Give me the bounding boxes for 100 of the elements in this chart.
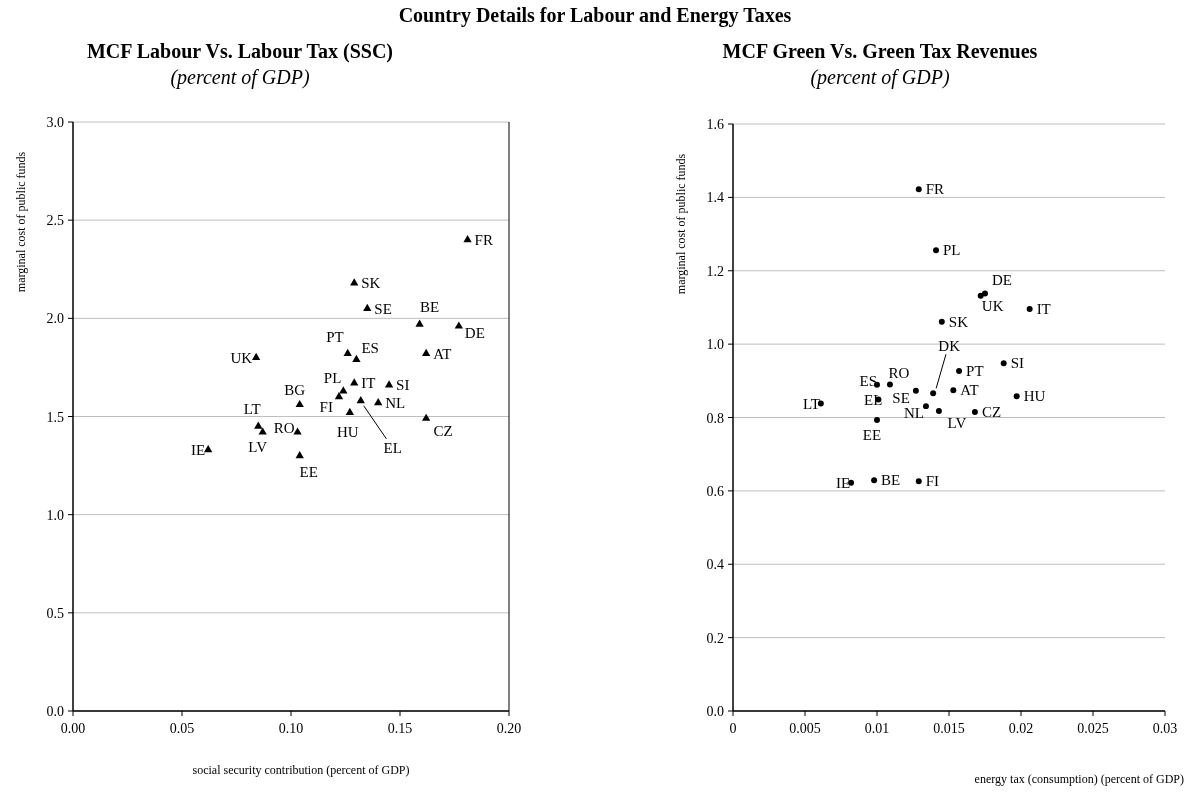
x-axis-title: energy tax (consumption) (percent of GDP) (974, 772, 1184, 786)
annotation: PL (943, 242, 961, 259)
point (334, 392, 344, 400)
x-tick-label: 0.10 (278, 721, 304, 736)
annotation: IT (361, 375, 376, 392)
annotation: CZ (981, 404, 1002, 420)
annotation: ES (361, 339, 379, 356)
annotation: LV (248, 439, 268, 456)
point (258, 427, 267, 435)
point (350, 378, 359, 386)
point (1026, 305, 1033, 312)
annotation: HU (337, 423, 359, 440)
annotation: NL (385, 394, 406, 411)
x-tick-label: 0.20 (496, 721, 522, 736)
x-tick-label: 0.02 (1008, 721, 1034, 736)
point (363, 303, 372, 311)
annotation: SI (396, 377, 410, 394)
annotation: HU (1023, 388, 1046, 405)
annotation: AT (433, 345, 452, 362)
point (345, 407, 355, 415)
point (871, 477, 878, 484)
point (886, 381, 893, 388)
annotation: FR (925, 181, 945, 198)
annotation: UK (981, 297, 1004, 314)
point (415, 319, 424, 327)
y-axis-title: marginal cost of public funds (14, 151, 28, 293)
y-tick-label: 0.2 (706, 630, 724, 646)
y-tick-label: 1.0 (706, 337, 724, 353)
y-tick-label: 1.6 (706, 117, 724, 132)
point (874, 417, 880, 424)
point (977, 292, 984, 299)
annotation: AT (960, 382, 979, 399)
annotation: CZ (433, 423, 453, 440)
annotation: DE (464, 325, 485, 342)
x-tick-label: 0 (729, 721, 737, 736)
x-tick-label: 0.03 (1152, 721, 1178, 736)
annotation: SI (1010, 355, 1025, 372)
y-tick-label: 0.4 (706, 557, 724, 573)
annotation: LT (802, 395, 820, 412)
x-tick-label: 0.15 (387, 721, 413, 736)
annotation: SE (892, 389, 910, 406)
annotation: IE (835, 474, 851, 491)
annotation: FR (474, 231, 493, 248)
annotation: EL (864, 391, 883, 408)
point (352, 354, 361, 362)
y-tick-label: 3.0 (46, 115, 64, 130)
point (343, 348, 352, 357)
point (915, 478, 922, 485)
point (1013, 393, 1020, 400)
y-tick-label: 0.8 (706, 410, 724, 426)
point (935, 407, 942, 414)
x-tick-label: 0.015 (933, 721, 965, 736)
annotation: BE (881, 472, 901, 489)
point (295, 399, 304, 408)
point (356, 395, 365, 404)
point (1000, 360, 1007, 367)
annotation: ES (859, 372, 877, 389)
annotation: EL (383, 439, 402, 456)
point (956, 367, 963, 374)
x-axis-title: social security contribution (percent of GDP) (192, 763, 410, 777)
annotation: RO (273, 420, 295, 437)
point (933, 247, 940, 254)
annotation: DK (938, 338, 961, 355)
x-tick-label: 0.00 (60, 721, 86, 736)
point (422, 348, 431, 357)
point (251, 352, 261, 360)
x-tick-label: 0.025 (1077, 721, 1109, 736)
point (384, 380, 394, 388)
y-tick-label: 0.6 (706, 483, 724, 499)
point (463, 234, 472, 243)
point (915, 186, 922, 193)
point (293, 427, 302, 435)
point (454, 321, 464, 329)
point (254, 421, 263, 429)
chart-subtitle: (percent of GDP) (810, 66, 950, 89)
annotation: RO (888, 365, 910, 382)
x-tick-label: 0.05 (169, 721, 195, 736)
chart-title: MCF Green Vs. Green Tax Revenues (722, 40, 1038, 62)
annotation: NL (903, 405, 924, 422)
annotation: BG (284, 381, 306, 398)
annotation: PT (326, 328, 344, 345)
annotation: EE (862, 427, 882, 444)
annotation: LT (243, 401, 261, 418)
y-tick-label: 2.5 (46, 213, 64, 229)
annotation: SE (374, 300, 392, 317)
x-tick-label: 0.01 (864, 721, 890, 736)
y-axis-title: marginal cost of public funds (674, 153, 688, 295)
chart-subtitle: (percent of GDP) (170, 66, 310, 89)
point (912, 387, 919, 394)
point (374, 397, 383, 406)
annotation: PT (966, 362, 984, 379)
annotation: PL (323, 369, 342, 386)
annotation: IT (1036, 300, 1051, 317)
y-tick-label: 0.0 (46, 704, 64, 719)
point (930, 390, 937, 397)
y-tick-label: 1.5 (46, 409, 64, 425)
x-tick-label: 0.005 (789, 721, 821, 736)
chart-title: MCF Labour Vs. Labour Tax (SSC) (86, 40, 394, 63)
y-tick-label: 2.0 (46, 311, 64, 327)
annotation: EE (299, 463, 318, 480)
